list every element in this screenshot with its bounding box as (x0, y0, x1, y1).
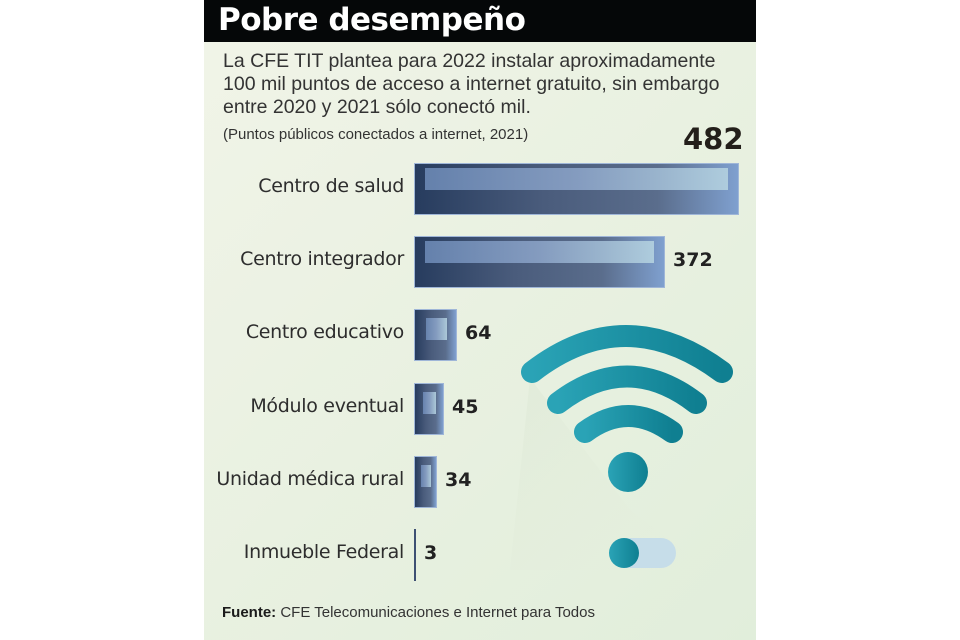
bar (414, 236, 665, 288)
bar-highlight (421, 465, 431, 487)
source-note: Fuente: CFE Telecomunicaciones e Interne… (222, 604, 595, 621)
bar (414, 529, 416, 581)
bar-highlight (426, 318, 447, 340)
wifi-dot (608, 452, 648, 492)
infographic-panel: Pobre desempeño La CFE TIT plantea para … (204, 0, 756, 640)
value-label: 3 (424, 542, 438, 564)
toggle-switch-icon (609, 538, 676, 568)
title-bar: Pobre desempeño (204, 0, 756, 42)
category-label: Centro educativo (245, 321, 404, 343)
bar-highlight (423, 392, 436, 414)
category-label: Módulo eventual (250, 395, 404, 417)
intro-text: La CFE TIT plantea para 2022 instalar ap… (223, 50, 720, 118)
bar (414, 163, 739, 215)
wifi-arc-middle (547, 365, 707, 414)
category-label: Centro de salud (258, 175, 404, 197)
chart-title: Pobre desempeño (218, 2, 526, 38)
source-text: CFE Telecomunicaciones e Internet para T… (280, 604, 595, 621)
bar (414, 456, 437, 508)
bar-highlight (425, 241, 654, 263)
value-label: 372 (673, 249, 713, 271)
category-label: Centro integrador (240, 248, 404, 270)
bar (414, 383, 444, 435)
wifi-arc-inner (574, 405, 683, 443)
chart-subtitle: (Puntos públicos conectados a internet, … (223, 126, 529, 143)
source-label: Fuente: (222, 604, 277, 621)
wifi-arc-outer (521, 325, 733, 383)
value-label: 45 (452, 396, 479, 418)
wifi-icon (510, 325, 733, 570)
bar (414, 309, 457, 361)
wifi-shadow (510, 378, 710, 570)
value-label: 34 (445, 469, 472, 491)
category-label: Inmueble Federal (243, 541, 405, 563)
bar-highlight (425, 168, 728, 190)
value-label: 64 (465, 322, 492, 344)
category-label: Unidad médica rural (216, 468, 404, 490)
value-label: 482 (683, 122, 744, 156)
